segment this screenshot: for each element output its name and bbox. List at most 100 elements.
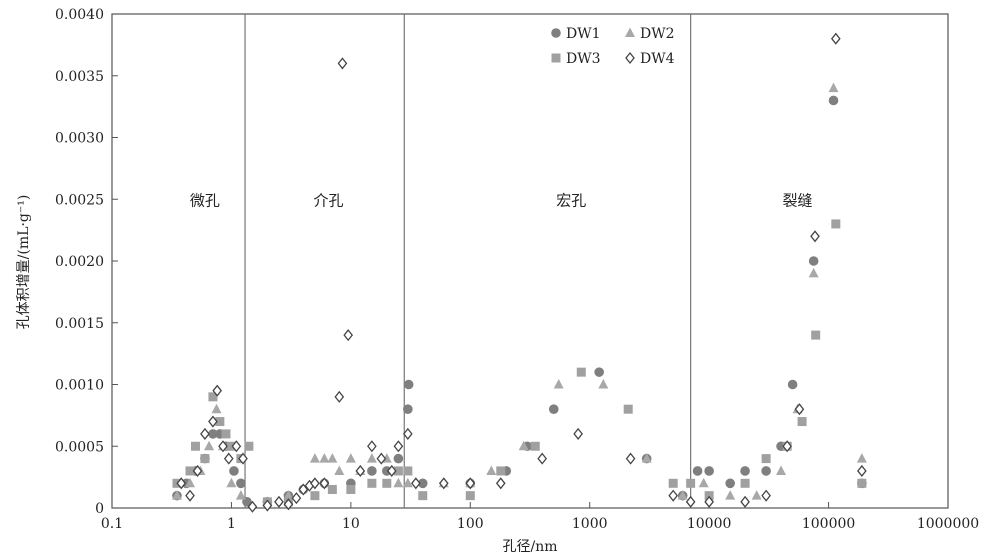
data-point (208, 415, 218, 428)
data-point (598, 379, 609, 389)
data-point (327, 453, 338, 463)
data-point (204, 440, 215, 451)
data-point (393, 477, 404, 488)
data-point (309, 453, 320, 463)
data-point (367, 466, 377, 476)
data-point (403, 404, 413, 415)
data-point (226, 441, 236, 451)
data-point (355, 464, 366, 477)
legend-label: DW3 (566, 51, 601, 67)
x-tick-label: 1000000 (917, 516, 979, 532)
y-axis: 0 0.0005 0.0010 0.0015 0.0020 0.0025 0.0030 0.0… (55, 7, 118, 517)
data-point (776, 465, 787, 475)
data-point (830, 32, 841, 45)
plot-area (111, 13, 949, 509)
data-point (376, 452, 387, 465)
series-dw4 (176, 32, 867, 513)
legend: DW1 DW2 DW3 DW4 (551, 26, 675, 67)
x-tick-label: 1000 (572, 516, 608, 532)
data-point (537, 452, 548, 465)
data-point (704, 495, 714, 508)
data-point (229, 466, 239, 476)
data-point (808, 267, 819, 278)
data-point (190, 441, 200, 451)
data-point (208, 392, 218, 402)
data-point (176, 477, 187, 490)
region-dividers (244, 14, 692, 508)
data-point (761, 454, 771, 464)
region-label: 宏孔 (556, 191, 586, 209)
data-point (185, 477, 196, 488)
data-point (856, 453, 867, 463)
data-point (218, 440, 228, 453)
data-point (548, 404, 559, 415)
data-point (386, 464, 397, 477)
data-point (393, 440, 404, 453)
region-label: 微孔 (190, 191, 220, 209)
y-tick-label: 0.0015 (55, 316, 104, 332)
data-point (828, 82, 839, 93)
data-point (725, 490, 736, 500)
x-tick-label: 0.1 (101, 516, 123, 532)
data-point (486, 465, 497, 475)
data-point (367, 478, 377, 488)
data-point (686, 478, 696, 488)
x-tick-label: 10000 (687, 516, 732, 532)
data-point (236, 478, 246, 489)
data-point (298, 483, 309, 496)
data-point (751, 490, 762, 500)
data-point (200, 427, 210, 440)
data-point (704, 491, 714, 501)
data-point (761, 466, 771, 476)
data-point (668, 478, 678, 488)
data-point (382, 478, 392, 488)
data-point (761, 489, 771, 502)
legend-marker (551, 53, 561, 63)
data-point (402, 477, 413, 488)
data-point (810, 230, 820, 243)
data-point (641, 453, 652, 463)
data-point (677, 490, 688, 500)
y-tick-label: 0.0025 (55, 192, 104, 208)
data-point (740, 478, 750, 488)
data-point (576, 367, 586, 377)
legend-marker (625, 27, 635, 37)
data-point (594, 367, 604, 377)
data-point (625, 452, 636, 465)
data-point (740, 495, 750, 508)
data-point (787, 379, 798, 390)
data-point (283, 498, 294, 511)
data-point (465, 491, 475, 501)
data-point (337, 57, 348, 70)
data-point (393, 466, 403, 476)
data-points (171, 32, 867, 513)
data-point (828, 95, 839, 106)
data-point (215, 417, 225, 427)
data-point (740, 466, 750, 476)
legend-marker (625, 51, 635, 65)
y-tick-label: 0.0005 (55, 439, 104, 455)
x-axis-title: 孔径/nm (502, 539, 557, 555)
data-point (692, 466, 703, 476)
data-point (530, 441, 540, 451)
y-tick-label: 0 (95, 501, 104, 517)
data-point (262, 499, 273, 512)
data-point (411, 477, 421, 490)
data-point (685, 495, 696, 508)
data-point (185, 466, 195, 476)
legend-label: DW4 (640, 51, 675, 67)
data-point (811, 330, 821, 340)
data-point (192, 464, 203, 477)
data-point (668, 489, 679, 502)
data-point (334, 390, 345, 403)
data-point (831, 219, 841, 229)
data-point (465, 477, 476, 490)
data-point (212, 384, 223, 397)
data-point (327, 484, 337, 494)
legend-marker (551, 28, 561, 38)
data-point (403, 379, 414, 390)
data-point (518, 440, 529, 451)
data-point (403, 427, 413, 440)
data-point (782, 440, 792, 453)
